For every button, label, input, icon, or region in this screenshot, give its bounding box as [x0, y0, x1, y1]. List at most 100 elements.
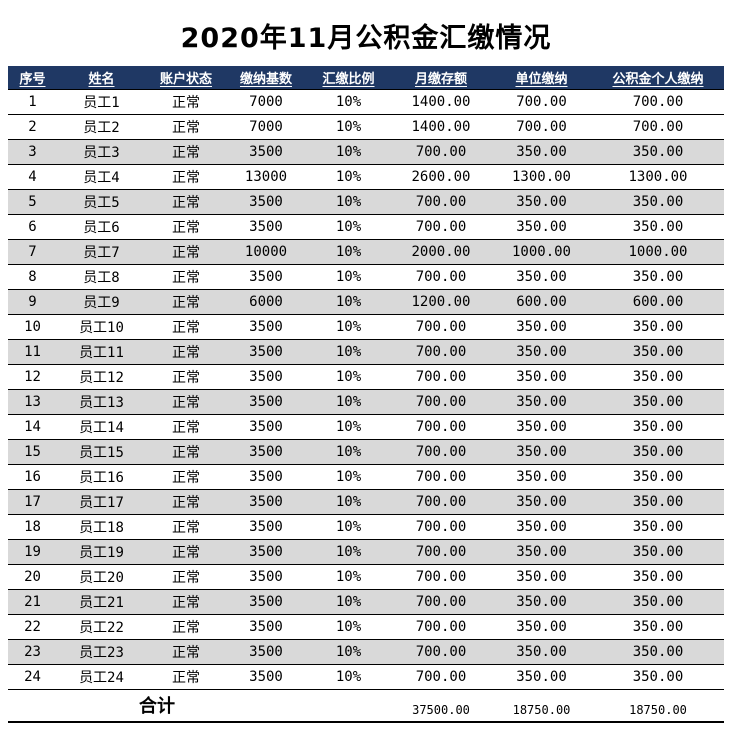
cell-account-status: 正常: [146, 414, 226, 440]
cell-account-status: 正常: [146, 389, 226, 415]
cell-account-status: 正常: [146, 289, 226, 315]
cell-monthly-amount: 700.00: [391, 139, 491, 165]
cell-ratio: 10%: [306, 339, 391, 365]
column-header-name: 姓名: [57, 66, 146, 90]
total-personal-payment: 18750.00: [592, 689, 724, 723]
cell-employer-payment: 700.00: [491, 114, 592, 140]
cell-personal-payment: 350.00: [592, 564, 724, 590]
cell-index: 20: [8, 564, 57, 590]
cell-account-status: 正常: [146, 114, 226, 140]
cell-monthly-amount: 700.00: [391, 639, 491, 665]
cell-index: 14: [8, 414, 57, 440]
cell-index: 15: [8, 439, 57, 465]
table-row: 5 员工5 正常 3500 10% 700.00 350.00 350.00: [8, 189, 724, 215]
cell-account-status: 正常: [146, 364, 226, 390]
cell-account-status: 正常: [146, 139, 226, 165]
cell-payment-base: 3500: [226, 614, 306, 640]
cell-account-status: 正常: [146, 239, 226, 265]
cell-name: 员工19: [57, 539, 146, 565]
cell-ratio: 10%: [306, 89, 391, 115]
cell-account-status: 正常: [146, 214, 226, 240]
column-header-index: 序号: [8, 66, 57, 90]
cell-index: 16: [8, 464, 57, 490]
cell-name: 员工10: [57, 314, 146, 340]
cell-account-status: 正常: [146, 564, 226, 590]
fund-table: 序号 姓名 账户状态 缴纳基数 汇缴比例 月缴存额 单位缴纳 公积金个人缴纳 1 员工1 正常 70…: [8, 66, 724, 723]
column-header-payment-base: 缴纳基数: [226, 66, 306, 90]
cell-employer-payment: 350.00: [491, 314, 592, 340]
table-row: 12 员工12 正常 3500 10% 700.00 350.00 350.00: [8, 364, 724, 390]
cell-index: 22: [8, 614, 57, 640]
cell-payment-base: 3500: [226, 339, 306, 365]
cell-name: 员工21: [57, 589, 146, 615]
cell-index: 6: [8, 214, 57, 240]
cell-monthly-amount: 1200.00: [391, 289, 491, 315]
cell-personal-payment: 1300.00: [592, 164, 724, 190]
cell-name: 员工8: [57, 264, 146, 290]
cell-ratio: 10%: [306, 414, 391, 440]
cell-employer-payment: 350.00: [491, 389, 592, 415]
table-row: 2 员工2 正常 7000 10% 1400.00 700.00 700.00: [8, 114, 724, 140]
cell-ratio: 10%: [306, 664, 391, 690]
cell-monthly-amount: 700.00: [391, 314, 491, 340]
cell-index: 9: [8, 289, 57, 315]
cell-personal-payment: 350.00: [592, 389, 724, 415]
cell-payment-base: 3500: [226, 564, 306, 590]
cell-ratio: 10%: [306, 139, 391, 165]
cell-index: 11: [8, 339, 57, 365]
cell-employer-payment: 350.00: [491, 214, 592, 240]
cell-monthly-amount: 1400.00: [391, 89, 491, 115]
cell-personal-payment: 350.00: [592, 539, 724, 565]
cell-personal-payment: 350.00: [592, 139, 724, 165]
cell-payment-base: 3500: [226, 639, 306, 665]
table-row: 19 员工19 正常 3500 10% 700.00 350.00 350.00: [8, 539, 724, 565]
cell-payment-base: 3500: [226, 189, 306, 215]
cell-payment-base: 3500: [226, 589, 306, 615]
cell-monthly-amount: 700.00: [391, 614, 491, 640]
cell-name: 员工12: [57, 364, 146, 390]
cell-payment-base: 3500: [226, 364, 306, 390]
table-row: 1 员工1 正常 7000 10% 1400.00 700.00 700.00: [8, 89, 724, 115]
cell-index: 18: [8, 514, 57, 540]
cell-employer-payment: 350.00: [491, 614, 592, 640]
cell-personal-payment: 350.00: [592, 639, 724, 665]
cell-personal-payment: 350.00: [592, 514, 724, 540]
cell-monthly-amount: 700.00: [391, 339, 491, 365]
cell-ratio: 10%: [306, 589, 391, 615]
cell-ratio: 10%: [306, 464, 391, 490]
cell-payment-base: 10000: [226, 239, 306, 265]
table-header: 序号 姓名 账户状态 缴纳基数 汇缴比例 月缴存额 单位缴纳 公积金个人缴纳: [8, 66, 724, 90]
cell-ratio: 10%: [306, 364, 391, 390]
cell-payment-base: 3500: [226, 439, 306, 465]
table-row: 6 员工6 正常 3500 10% 700.00 350.00 350.00: [8, 214, 724, 240]
cell-personal-payment: 350.00: [592, 364, 724, 390]
cell-monthly-amount: 700.00: [391, 364, 491, 390]
cell-monthly-amount: 700.00: [391, 514, 491, 540]
cell-employer-payment: 350.00: [491, 539, 592, 565]
cell-monthly-amount: 700.00: [391, 439, 491, 465]
table-row: 3 员工3 正常 3500 10% 700.00 350.00 350.00: [8, 139, 724, 165]
cell-employer-payment: 600.00: [491, 289, 592, 315]
cell-personal-payment: 350.00: [592, 489, 724, 515]
cell-employer-payment: 350.00: [491, 139, 592, 165]
cell-personal-payment: 350.00: [592, 189, 724, 215]
cell-name: 员工1: [57, 89, 146, 115]
cell-name: 员工13: [57, 389, 146, 415]
cell-account-status: 正常: [146, 514, 226, 540]
cell-account-status: 正常: [146, 539, 226, 565]
cell-index: 1: [8, 89, 57, 115]
cell-employer-payment: 1000.00: [491, 239, 592, 265]
cell-account-status: 正常: [146, 264, 226, 290]
cell-employer-payment: 350.00: [491, 439, 592, 465]
total-employer-payment: 18750.00: [491, 689, 592, 723]
cell-payment-base: 3500: [226, 489, 306, 515]
cell-monthly-amount: 2600.00: [391, 164, 491, 190]
cell-index: 13: [8, 389, 57, 415]
cell-payment-base: 3500: [226, 514, 306, 540]
cell-account-status: 正常: [146, 489, 226, 515]
table-row: 22 员工22 正常 3500 10% 700.00 350.00 350.00: [8, 614, 724, 640]
cell-ratio: 10%: [306, 239, 391, 265]
cell-personal-payment: 350.00: [592, 464, 724, 490]
cell-monthly-amount: 700.00: [391, 664, 491, 690]
cell-index: 12: [8, 364, 57, 390]
